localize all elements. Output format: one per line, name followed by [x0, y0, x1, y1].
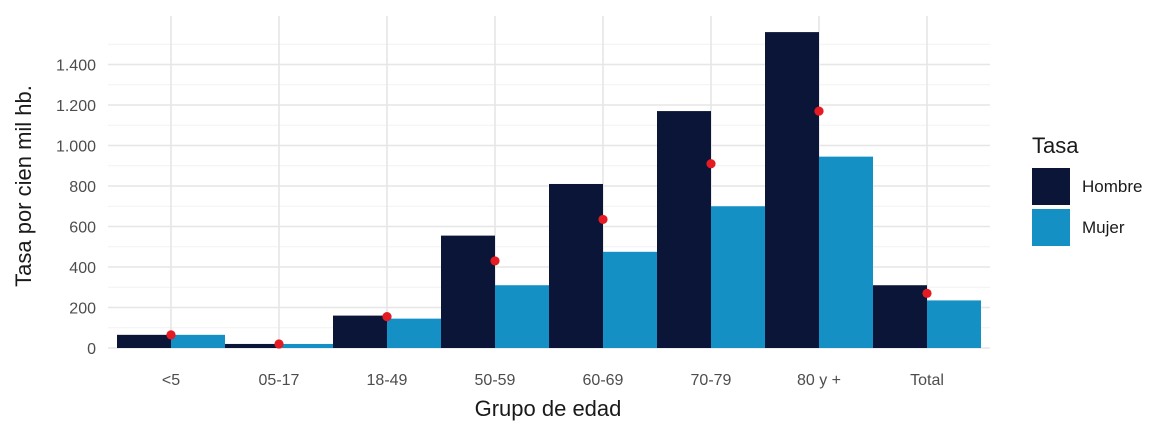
bar-hombre — [873, 285, 927, 348]
bar-hombre — [549, 183, 603, 348]
y-tick-label: 0 — [87, 341, 96, 358]
x-axis-title: Grupo de edad — [475, 396, 622, 421]
x-axis-ticks: <5 05-17 18-49 50-59 60-69 70-79 80 y + Total — [162, 372, 944, 389]
y-axis-ticks: 0 200 400 600 800 1.000 1.200 1.400 — [56, 58, 96, 359]
y-tick-label: 400 — [69, 260, 96, 277]
bar-mujer — [279, 343, 333, 348]
rate-point — [922, 288, 932, 298]
bar-mujer — [711, 206, 765, 348]
legend-title: Tasa — [1032, 133, 1079, 158]
y-tick-label: 600 — [69, 220, 96, 237]
y-tick-label: 1.200 — [56, 98, 96, 115]
x-tick-label: <5 — [162, 372, 180, 389]
legend: Tasa Hombre Mujer — [1032, 133, 1142, 246]
x-tick-label: 05-17 — [259, 372, 300, 389]
points — [166, 106, 932, 349]
y-axis-title: Tasa por cien mil hb. — [11, 85, 36, 287]
legend-label-mujer: Mujer — [1082, 218, 1125, 237]
bars — [117, 32, 981, 348]
x-tick-label: 60-69 — [583, 372, 624, 389]
y-tick-label: 200 — [69, 301, 96, 318]
legend-label-hombre: Hombre — [1082, 177, 1142, 196]
rate-point — [598, 214, 608, 225]
bar-hombre — [117, 334, 171, 348]
bar-mujer — [387, 318, 441, 348]
legend-key-hombre — [1032, 168, 1070, 205]
bar-mujer — [603, 251, 657, 348]
x-tick-label: Total — [910, 372, 944, 389]
bar-hombre — [765, 32, 819, 348]
bar-hombre — [441, 235, 495, 348]
rate-point — [814, 106, 824, 116]
y-tick-label: 1.400 — [56, 58, 96, 75]
x-tick-label: 18-49 — [367, 372, 408, 389]
bar-hombre — [657, 111, 711, 348]
bar-mujer — [819, 156, 873, 348]
bar-mujer — [171, 334, 225, 348]
bar-mujer — [495, 285, 549, 348]
rate-point — [382, 312, 392, 322]
y-tick-label: 1.000 — [56, 139, 96, 156]
rate-point — [274, 339, 284, 349]
x-tick-label: 70-79 — [691, 372, 732, 389]
x-tick-label: 50-59 — [475, 372, 516, 389]
bar-hombre — [333, 315, 387, 348]
rate-point — [166, 330, 176, 340]
rate-point — [706, 159, 716, 169]
legend-key-mujer — [1032, 209, 1070, 246]
y-tick-label: 800 — [69, 179, 96, 196]
bar-hombre — [225, 343, 279, 348]
x-tick-label: 80 y + — [797, 372, 841, 389]
rate-point — [490, 256, 500, 266]
bar-mujer — [927, 300, 981, 348]
